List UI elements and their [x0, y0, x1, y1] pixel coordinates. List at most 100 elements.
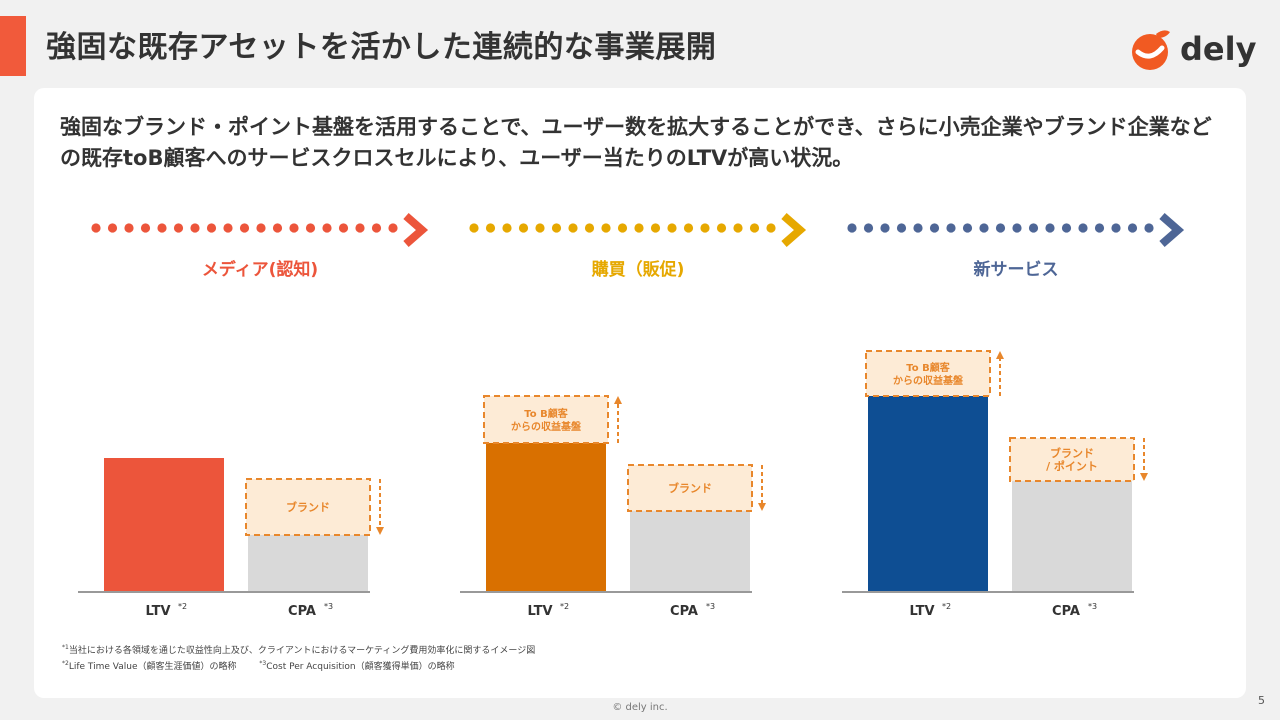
phase-arrow-dot [107, 223, 118, 233]
phase-label: 購買（販促) [592, 259, 685, 280]
footnote-1-text: 当社における各領域を通じた収益性向上及び、クライアントにおけるマーケティング費用… [68, 646, 536, 656]
category-label: CPA [1052, 604, 1080, 619]
phase-arrow-dot [239, 223, 250, 233]
footnote-2-text: Life Time Value（顧客生涯価値）の略称 [68, 662, 237, 672]
phase-arrow-dot [551, 223, 562, 233]
footnote-3-text: Cost Per Acquisition（顧客獲得単価）の略称 [266, 662, 455, 672]
phase-arrow-dot [206, 223, 217, 233]
ltv-extra-box [483, 395, 609, 444]
phase-arrow-dot [913, 223, 923, 233]
phase-arrow-dot [749, 223, 760, 233]
phase-arrow-dot [124, 223, 134, 233]
phase-arrow-dot [338, 223, 349, 233]
cpa-extra-box [245, 478, 371, 536]
phase-arrow-dot [568, 223, 578, 233]
ltv-extra-label: To B顧客 [906, 361, 950, 374]
logo-mark-icon [1132, 30, 1170, 70]
ltv-extra-label: To B顧客 [524, 407, 568, 420]
category-note: *2 [178, 602, 187, 611]
ltv-bar [104, 458, 224, 591]
cpa-bar [248, 535, 368, 591]
phase-arrow-dot [371, 223, 382, 233]
ltv-extra-label: からの収益基盤 [511, 420, 582, 433]
phase-arrow-head-icon [1159, 212, 1185, 248]
category-label: LTV [909, 604, 934, 619]
phase-arrow-dot [173, 223, 184, 233]
category-label: CPA [670, 604, 698, 619]
decrease-arrow-icon [758, 503, 766, 511]
phase-arrow-dot [863, 223, 874, 233]
decrease-arrow-icon [376, 527, 384, 535]
footnote-1: *1当社における各領域を通じた収益性向上及び、クライアントにおけるマーケティング… [62, 643, 535, 656]
category-note: *2 [560, 602, 569, 611]
phase-arrow-dot [223, 223, 233, 233]
phase-arrow-dot [305, 223, 316, 233]
title-accent-bar [0, 16, 26, 76]
page-title: 強固な既存アセットを活かした連続的な事業展開 [46, 30, 717, 65]
phase-arrow-dot [535, 223, 545, 233]
phase-arrow-dot [979, 223, 989, 233]
phase-arrow-dot [617, 223, 628, 233]
phase-arrow-dot [1028, 223, 1039, 233]
phase-arrow-dot [1111, 223, 1121, 233]
phase-arrow-head-icon [781, 212, 807, 248]
phase-arrow-dot [667, 223, 677, 233]
cpa-extra-box [1009, 437, 1135, 482]
phase-arrow-dot [518, 223, 529, 233]
ltv-extra-label: からの収益基盤 [893, 374, 964, 387]
category-note: *3 [324, 602, 333, 611]
lead-text: 強固なブランド・ポイント基盤を活用することで、ユーザー数を拡大することができ、さ… [60, 115, 1212, 170]
phase-arrow-dot [929, 223, 940, 233]
phase-label: メディア(認知) [202, 259, 318, 280]
ltv-extra-box [865, 350, 991, 397]
phase-arrow-dot [388, 223, 398, 233]
phase-arrow-dot [683, 223, 694, 233]
page-number: 5 [1258, 694, 1265, 707]
phase-arrow-dot [272, 223, 283, 233]
category-label: LTV [145, 604, 170, 619]
footnote-3-mark: *3 [259, 660, 267, 667]
footnote-2-mark: *2 [62, 660, 69, 667]
phase-arrow-dot [962, 223, 973, 233]
phase-arrow-dot [650, 223, 661, 233]
phase-arrow-dot [716, 223, 727, 233]
phase-arrow-dot [91, 223, 101, 233]
category-note: *2 [942, 602, 951, 611]
phase-arrow-dot [1045, 223, 1055, 233]
cpa-extra-label: ブランド [1050, 446, 1094, 460]
phase-arrow-dot [634, 223, 644, 233]
ltv-bar [486, 443, 606, 591]
phase-arrow-dot [1061, 223, 1072, 233]
phase-arrow-dot [256, 223, 266, 233]
phase-arrow-dot [1144, 223, 1154, 233]
phase-arrow-dot [355, 223, 365, 233]
phase-arrow-dot [502, 223, 512, 233]
decrease-arrow-icon [1140, 473, 1148, 481]
phase-arrow-dot [584, 223, 595, 233]
ltv-bar [868, 396, 988, 591]
phase-arrow-dot [157, 223, 167, 233]
phase-arrow-dot [733, 223, 743, 233]
footnote-1-mark: *1 [62, 644, 69, 651]
phase-arrow-dot [995, 223, 1006, 233]
phase-arrow-dot [1012, 223, 1022, 233]
phase-arrow-dot [766, 223, 776, 233]
cpa-extra-label: ブランド [668, 481, 712, 495]
phase-label: 新サービス [974, 259, 1059, 280]
copyright: © dely inc. [612, 702, 668, 713]
phase-arrow-dot [485, 223, 496, 233]
increase-arrow-icon [996, 351, 1004, 359]
phase-arrow-dot [1127, 223, 1138, 233]
phase-arrow-dot [289, 223, 299, 233]
phase-arrow-dot [880, 223, 890, 233]
phase-arrow-dot [140, 223, 151, 233]
phase-arrow-dot [1078, 223, 1088, 233]
phase-arrow-head-icon [403, 212, 429, 248]
category-note: *3 [706, 602, 715, 611]
cpa-extra-box [627, 464, 753, 512]
phase-arrow-dot [896, 223, 907, 233]
content-card [34, 88, 1246, 698]
logo-text: dely [1180, 30, 1257, 68]
category-label: CPA [288, 604, 316, 619]
